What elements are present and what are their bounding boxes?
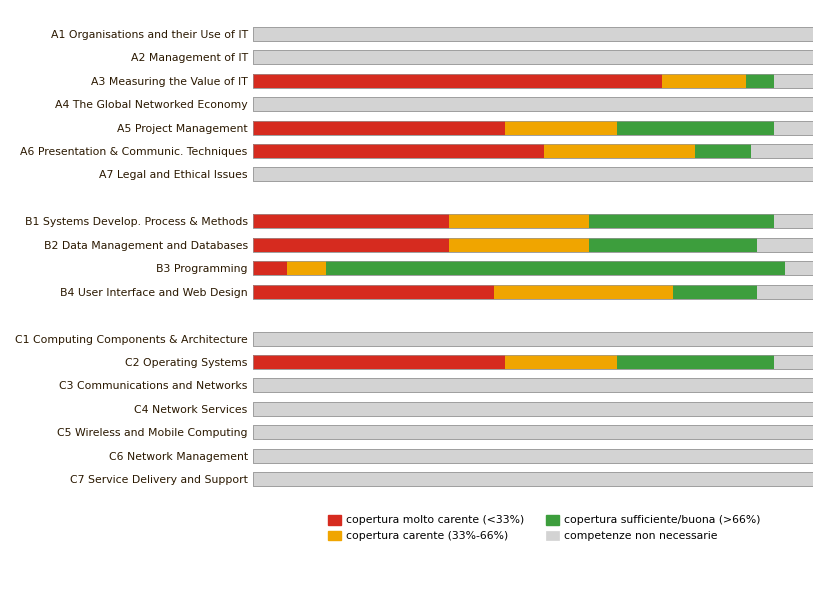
Bar (672, 285, 756, 299)
Bar (504, 355, 616, 369)
Bar (253, 144, 543, 158)
Bar (253, 355, 504, 369)
Bar (253, 214, 812, 228)
Bar (253, 121, 812, 135)
Bar (449, 238, 589, 252)
Bar (253, 285, 494, 299)
Bar (253, 167, 812, 181)
Bar (253, 261, 812, 276)
Bar (253, 426, 812, 439)
Bar (253, 26, 812, 41)
Bar (253, 331, 812, 346)
Bar (253, 472, 812, 486)
Bar (253, 426, 812, 439)
Bar (253, 121, 504, 135)
Bar (616, 355, 773, 369)
Bar (253, 50, 812, 64)
Bar (253, 167, 812, 181)
Bar (253, 238, 812, 252)
Legend: copertura molto carente (<33%), copertura carente (33%-66%), copertura sufficien: copertura molto carente (<33%), copertur… (323, 510, 764, 546)
Bar (286, 261, 326, 276)
Bar (253, 144, 812, 158)
Bar (253, 378, 812, 392)
Bar (253, 261, 812, 276)
Bar (253, 144, 812, 158)
Bar (253, 26, 812, 41)
Bar (253, 50, 812, 64)
Bar (253, 214, 449, 228)
Bar (253, 402, 812, 416)
Bar (326, 261, 784, 276)
Bar (695, 144, 751, 158)
Bar (253, 238, 449, 252)
Bar (253, 97, 812, 111)
Bar (745, 74, 773, 88)
Bar (494, 285, 672, 299)
Bar (253, 97, 812, 111)
Bar (253, 472, 812, 486)
Bar (253, 378, 812, 392)
Bar (253, 214, 812, 228)
Bar (589, 214, 773, 228)
Bar (504, 121, 616, 135)
Bar (253, 74, 812, 88)
Bar (253, 449, 812, 463)
Bar (589, 238, 756, 252)
Bar (253, 331, 812, 346)
Bar (253, 238, 812, 252)
Bar (543, 144, 695, 158)
Bar (253, 285, 812, 299)
Bar (661, 74, 745, 88)
Bar (253, 121, 812, 135)
Bar (253, 74, 812, 88)
Bar (253, 74, 661, 88)
Bar (253, 355, 812, 369)
Bar (253, 261, 286, 276)
Bar (253, 355, 812, 369)
Bar (449, 214, 589, 228)
Bar (253, 449, 812, 463)
Bar (253, 285, 812, 299)
Bar (616, 121, 773, 135)
Bar (253, 402, 812, 416)
